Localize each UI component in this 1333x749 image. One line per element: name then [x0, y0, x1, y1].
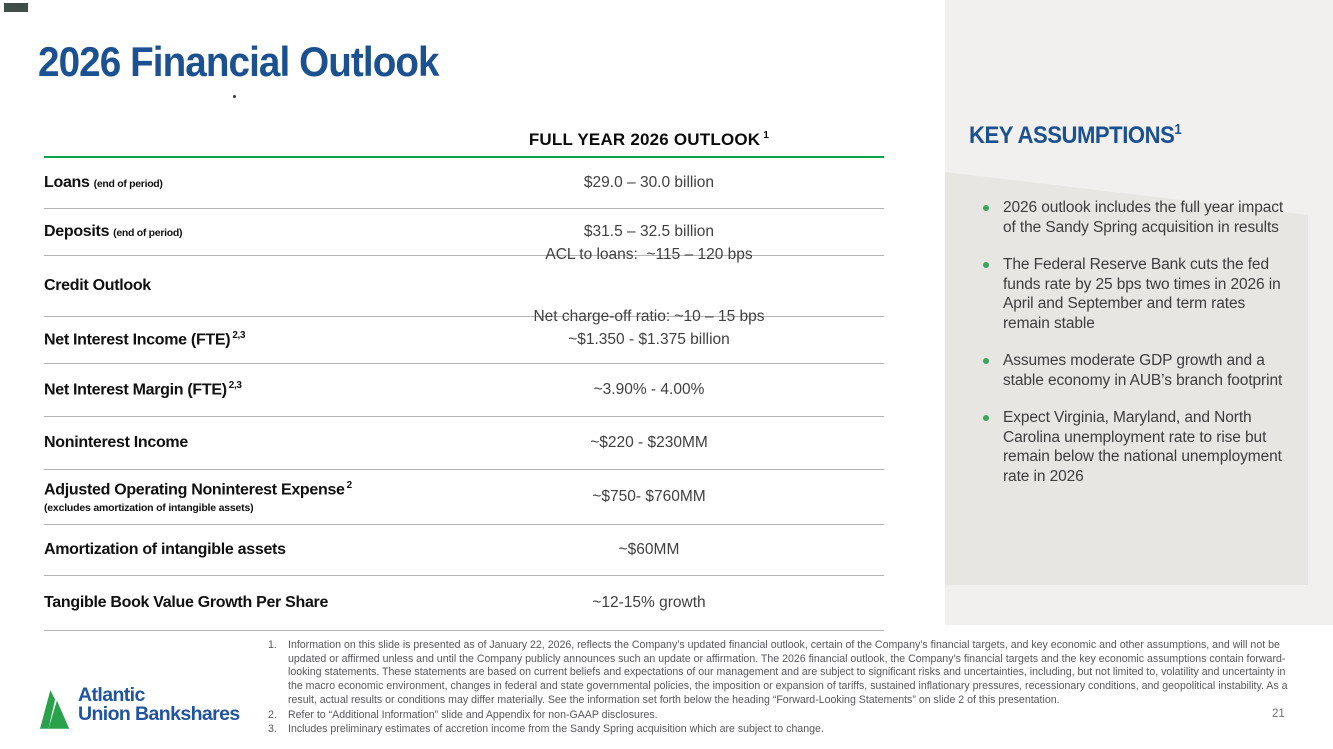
row-label: Loans (end of period): [44, 174, 414, 192]
row-value: ACL to loans: ~115 – 120 bps Net charge-…: [414, 206, 884, 366]
row-label-main: Adjusted Operating Noninterest Expense 2: [44, 480, 414, 499]
row-label-superscript: 2: [346, 480, 353, 492]
row-value: ~$60MM: [618, 541, 680, 558]
footnote-text: Refer to “Additional Information” slide …: [288, 708, 658, 721]
sidebar-panel: [945, 172, 1308, 585]
row-label-note: (end of period): [93, 178, 163, 190]
table-row: Net Interest Income (FTE) 2,3 ~$1.350 - $…: [44, 317, 884, 364]
row-label-text: Net Interest Income (FTE): [44, 331, 231, 349]
footnote-number: 1.: [268, 639, 277, 651]
corner-mark: [4, 3, 28, 12]
row-label-text: Credit Outlook: [44, 277, 151, 294]
key-assumptions-title-text: KEY ASSUMPTIONS1: [969, 122, 1182, 150]
row-label: Net Interest Margin (FTE) 2,3: [44, 380, 414, 399]
assumption-text: Assumes moderate GDP growth and a stable…: [1003, 352, 1283, 389]
footnote: 2. Refer to “Additional Information” slid…: [268, 709, 1290, 723]
key-assumptions-label: KEY ASSUMPTIONS: [969, 122, 1175, 149]
page-title-text: 2026 Financial Outlook: [38, 38, 440, 85]
table-row: Noninterest Income ~$220 - $230MM: [44, 417, 884, 470]
row-label-text: Adjusted Operating Noninterest Expense: [44, 481, 345, 499]
mountain-triangles-icon: [40, 690, 70, 729]
row-label-superscript: 2,3: [228, 380, 242, 392]
stray-dot: [233, 95, 236, 98]
row-label-superscript: 2,3: [232, 330, 246, 342]
table-row: Net Interest Margin (FTE) 2,3 ~3.90% - 4.…: [44, 364, 884, 417]
key-assumptions-list: 2026 outlook includes the full year impa…: [983, 198, 1295, 504]
page-number: 21: [1272, 708, 1285, 720]
logo-line1: Atlantic: [78, 684, 145, 706]
row-label-text: Deposits: [44, 223, 110, 240]
table-row: Amortization of intangible assets ~$60MM: [44, 525, 884, 576]
bullet-dot-icon: [983, 358, 989, 364]
footnote-number: 3.: [268, 723, 277, 736]
footnotes: 1. Information on this slide is presented…: [268, 639, 1290, 738]
company-logo: Atlantic Union Bankshares: [40, 686, 240, 730]
key-assumptions-title: KEY ASSUMPTIONS1: [969, 122, 1200, 150]
footnote-number: 2.: [268, 708, 277, 721]
row-label-note: (end of period): [113, 227, 183, 239]
footnote: 3. Includes preliminary estimates of accr…: [268, 723, 1290, 737]
key-assumptions-superscript: 1: [1174, 122, 1182, 138]
row-value: $31.5 – 32.5 billion: [583, 223, 715, 240]
list-item: 2026 outlook includes the full year impa…: [983, 198, 1295, 237]
row-value: $29.0 – 30.0 billion: [583, 174, 715, 191]
footnote: 1. Information on this slide is presented…: [268, 639, 1290, 708]
bullet-dot-icon: [983, 205, 989, 211]
assumption-text: The Federal Reserve Bank cuts the fed fu…: [1003, 256, 1281, 332]
row-value: ~$750- $760MM: [592, 488, 706, 505]
row-label: Noninterest Income: [44, 434, 414, 452]
row-value-line: Net charge-off ratio: ~10 – 15 bps: [533, 308, 765, 325]
row-label-text: Amortization of intangible assets: [44, 541, 286, 558]
row-value: ~$1.350 - $1.375 billion: [568, 331, 730, 348]
row-label: Amortization of intangible assets: [44, 541, 414, 559]
assumption-text: 2026 outlook includes the full year impa…: [1003, 199, 1284, 236]
row-label: Credit Outlook: [44, 277, 414, 295]
bullet-dot-icon: [983, 262, 989, 268]
list-item: Assumes moderate GDP growth and a stable…: [983, 351, 1295, 390]
row-label: Deposits (end of period): [44, 223, 414, 241]
row-value: ~3.90% - 4.00%: [593, 381, 705, 398]
table-header-cell: FULL YEAR 2026 OUTLOOK 1: [414, 130, 884, 150]
table-row: Credit Outlook ACL to loans: ~115 – 120 …: [44, 246, 884, 325]
page-title: 2026 Financial Outlook: [38, 38, 473, 86]
table-row: Loans (end of period) $29.0 – 30.0 billio…: [44, 158, 884, 209]
company-logo-text: Atlantic Union Bankshares: [78, 686, 240, 723]
footnote-text: Includes preliminary estimates of accret…: [288, 723, 824, 736]
row-label-sublabel: (excludes amortization of intangible ass…: [44, 501, 254, 514]
row-value: ~12-15% growth: [592, 594, 706, 611]
row-value: ~$220 - $230MM: [590, 434, 708, 451]
list-item: Expect Virginia, Maryland, and North Car…: [983, 408, 1295, 486]
table-header-label: FULL YEAR 2026 OUTLOOK: [528, 130, 761, 149]
row-label-text: Net Interest Margin (FTE): [44, 381, 227, 399]
row-label: Adjusted Operating Noninterest Expense 2 (…: [44, 480, 414, 513]
outlook-table: FULL YEAR 2026 OUTLOOK 1 Loans (end of per…: [44, 119, 884, 631]
row-label-text: Noninterest Income: [44, 434, 188, 451]
row-label-text: Tangible Book Value Growth Per Share: [44, 594, 329, 611]
assumption-text: Expect Virginia, Maryland, and North Car…: [1003, 409, 1282, 485]
logo-line2: Union Bankshares: [78, 702, 240, 725]
bullet-dot-icon: [983, 415, 989, 421]
row-label: Net Interest Income (FTE) 2,3: [44, 330, 414, 349]
row-value-line: ACL to loans: ~115 – 120 bps: [545, 246, 753, 263]
table-header-superscript: 1: [763, 130, 770, 142]
row-label: Tangible Book Value Growth Per Share: [44, 594, 414, 612]
list-item: The Federal Reserve Bank cuts the fed fu…: [983, 255, 1295, 333]
row-label-text: Loans: [44, 174, 90, 191]
table-row: Tangible Book Value Growth Per Share ~12…: [44, 576, 884, 631]
table-row: Adjusted Operating Noninterest Expense 2 (…: [44, 470, 884, 525]
footnote-text: Information on this slide is presented a…: [288, 639, 1288, 706]
table-row: Deposits (end of period) $31.5 – 32.5 bil…: [44, 209, 884, 256]
table-header-row: FULL YEAR 2026 OUTLOOK 1: [44, 119, 884, 158]
